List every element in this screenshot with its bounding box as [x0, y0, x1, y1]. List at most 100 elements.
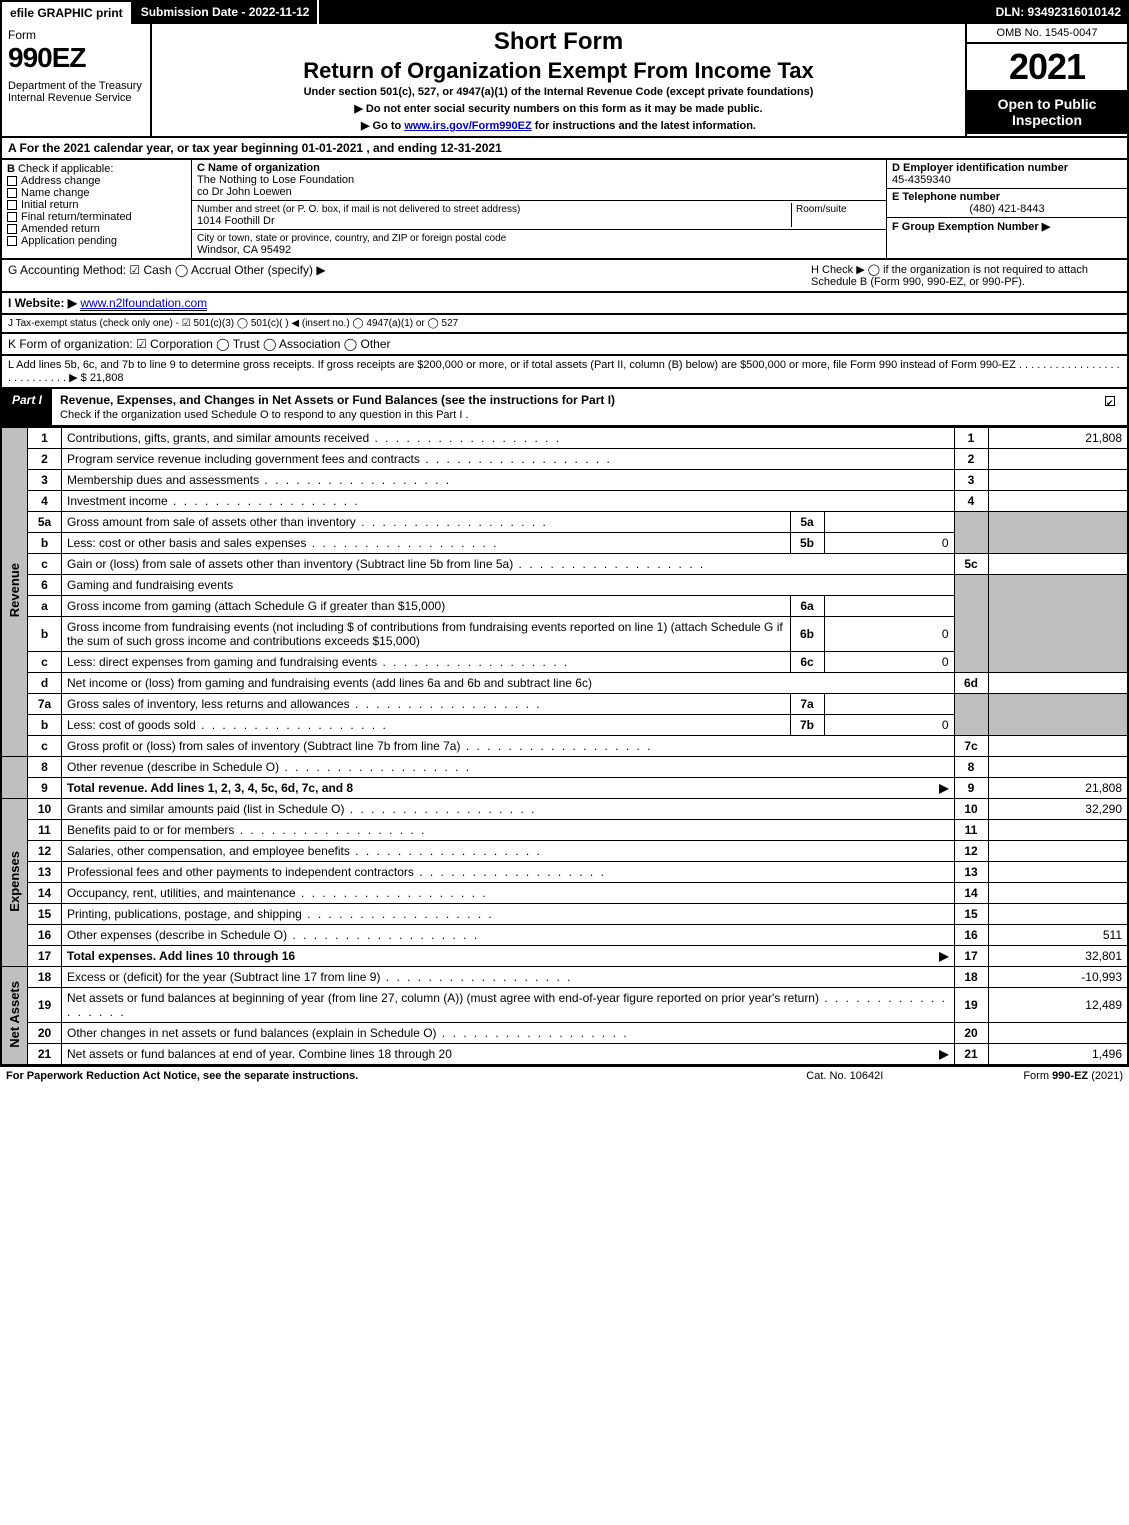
footer-left: For Paperwork Reduction Act Notice, see …	[6, 1070, 358, 1082]
sa-5a	[824, 512, 954, 533]
a-2	[988, 449, 1128, 470]
c-name-label: C Name of organization	[197, 162, 320, 174]
d-6d: Net income or (loss) from gaming and fun…	[62, 673, 955, 694]
shade-6	[954, 575, 988, 673]
d-16: Other expenses (describe in Schedule O)	[62, 925, 955, 946]
a-11	[988, 820, 1128, 841]
ln-6a: a	[28, 596, 62, 617]
ln-21: 21	[28, 1044, 62, 1066]
opt-initial-return: Initial return	[21, 199, 78, 211]
r-6d: 6d	[954, 673, 988, 694]
header-left: Form 990EZ Department of the Treasury In…	[2, 24, 152, 136]
check-if-label: Check if applicable:	[18, 163, 113, 175]
shade-7a	[988, 694, 1128, 736]
shade-6a	[988, 575, 1128, 673]
ln-6b: b	[28, 617, 62, 652]
part-1-title-text: Revenue, Expenses, and Changes in Net As…	[60, 393, 615, 407]
d-13: Professional fees and other payments to …	[62, 862, 955, 883]
ln-18: 18	[28, 967, 62, 988]
sl-7b: 7b	[790, 715, 824, 736]
line-k: K Form of organization: ☑ Corporation ◯ …	[0, 334, 1129, 356]
d-6c: Less: direct expenses from gaming and fu…	[62, 652, 791, 673]
d-11: Benefits paid to or for members	[62, 820, 955, 841]
d-21: Net assets or fund balances at end of ye…	[62, 1044, 955, 1066]
goto-post: for instructions and the latest informat…	[532, 120, 756, 132]
ln-6d: d	[28, 673, 62, 694]
r-12: 12	[954, 841, 988, 862]
d-1: Contributions, gifts, grants, and simila…	[62, 428, 955, 449]
r-17: 17	[954, 946, 988, 967]
line-g: G Accounting Method: ☑ Cash ◯ Accrual Ot…	[8, 263, 811, 288]
b-label: B	[7, 163, 15, 175]
line-l: L Add lines 5b, 6c, and 7b to line 9 to …	[0, 356, 1129, 389]
d-14: Occupancy, rent, utilities, and maintena…	[62, 883, 955, 904]
expenses-side: Expenses	[1, 799, 28, 967]
checkbox-amended-return[interactable]	[7, 224, 17, 234]
d-7a: Gross sales of inventory, less returns a…	[62, 694, 791, 715]
under-section: Under section 501(c), 527, or 4947(a)(1)…	[160, 86, 957, 98]
checkbox-name-change[interactable]	[7, 188, 17, 198]
d-6a: Gross income from gaming (attach Schedul…	[62, 596, 791, 617]
a-3	[988, 470, 1128, 491]
netassets-side-text: Net Assets	[7, 981, 22, 1048]
revenue-side-text: Revenue	[7, 563, 22, 617]
ln-6: 6	[28, 575, 62, 596]
ln-3: 3	[28, 470, 62, 491]
part-1-checkbox-cell	[1097, 389, 1127, 425]
goto-instructions: ▶ Go to www.irs.gov/Form990EZ for instru…	[160, 119, 957, 132]
r-14: 14	[954, 883, 988, 904]
org-co: co Dr John Loewen	[197, 186, 292, 198]
ln-5c: c	[28, 554, 62, 575]
a-16: 511	[988, 925, 1128, 946]
checkbox-initial-return[interactable]	[7, 200, 17, 210]
opt-name-change: Name change	[21, 187, 90, 199]
ln-6c: c	[28, 652, 62, 673]
section-b: B Check if applicable: Address change Na…	[2, 160, 192, 258]
checkbox-address-change[interactable]	[7, 176, 17, 186]
a-10: 32,290	[988, 799, 1128, 820]
d-7b: Less: cost of goods sold	[62, 715, 791, 736]
ln-10: 10	[28, 799, 62, 820]
sl-5a: 5a	[790, 512, 824, 533]
checkbox-application-pending[interactable]	[7, 236, 17, 246]
top-bar: efile GRAPHIC print Submission Date - 20…	[0, 0, 1129, 24]
city-label: City or town, state or province, country…	[197, 233, 506, 244]
ln-20: 20	[28, 1023, 62, 1044]
footer-cat: Cat. No. 10642I	[806, 1070, 883, 1082]
sa-6c: 0	[824, 652, 954, 673]
d-5c: Gain or (loss) from sale of assets other…	[62, 554, 955, 575]
ein-value: 45-4359340	[892, 174, 951, 186]
netassets-side: Net Assets	[1, 967, 28, 1066]
a-12	[988, 841, 1128, 862]
short-form-title: Short Form	[160, 28, 957, 56]
line-j: J Tax-exempt status (check only one) - ☑…	[0, 315, 1129, 334]
a-8	[988, 757, 1128, 778]
d-15: Printing, publications, postage, and shi…	[62, 904, 955, 925]
r-7c: 7c	[954, 736, 988, 757]
line-h: H Check ▶ ◯ if the organization is not r…	[811, 263, 1121, 288]
goto-pre: ▶ Go to	[361, 120, 404, 132]
ln-7a: 7a	[28, 694, 62, 715]
d-6b: Gross income from fundraising events (no…	[62, 617, 791, 652]
city-value: Windsor, CA 95492	[197, 244, 291, 256]
checkbox-final-return[interactable]	[7, 212, 17, 222]
street-label: Number and street (or P. O. box, if mail…	[197, 204, 520, 215]
d-20: Other changes in net assets or fund bala…	[62, 1023, 955, 1044]
line-i: I Website: ▶ www.n2lfoundation.com	[0, 293, 1129, 315]
ln-13: 13	[28, 862, 62, 883]
part-1-label: Part I	[2, 389, 52, 425]
website-label: I Website: ▶	[8, 296, 77, 310]
ln-4: 4	[28, 491, 62, 512]
no-ssn-note: ▶ Do not enter social security numbers o…	[160, 102, 957, 115]
a-5c	[988, 554, 1128, 575]
r-1: 1	[954, 428, 988, 449]
omb-number: OMB No. 1545-0047	[967, 24, 1127, 44]
goto-link[interactable]: www.irs.gov/Form990EZ	[404, 120, 531, 132]
r-10: 10	[954, 799, 988, 820]
footer-right: Form 990-EZ (2021)	[1023, 1070, 1123, 1082]
sa-5b: 0	[824, 533, 954, 554]
ln-1: 1	[28, 428, 62, 449]
ein-label: D Employer identification number	[892, 162, 1068, 174]
website-link[interactable]: www.n2lfoundation.com	[80, 296, 207, 311]
schedule-o-checkbox[interactable]	[1105, 396, 1115, 406]
